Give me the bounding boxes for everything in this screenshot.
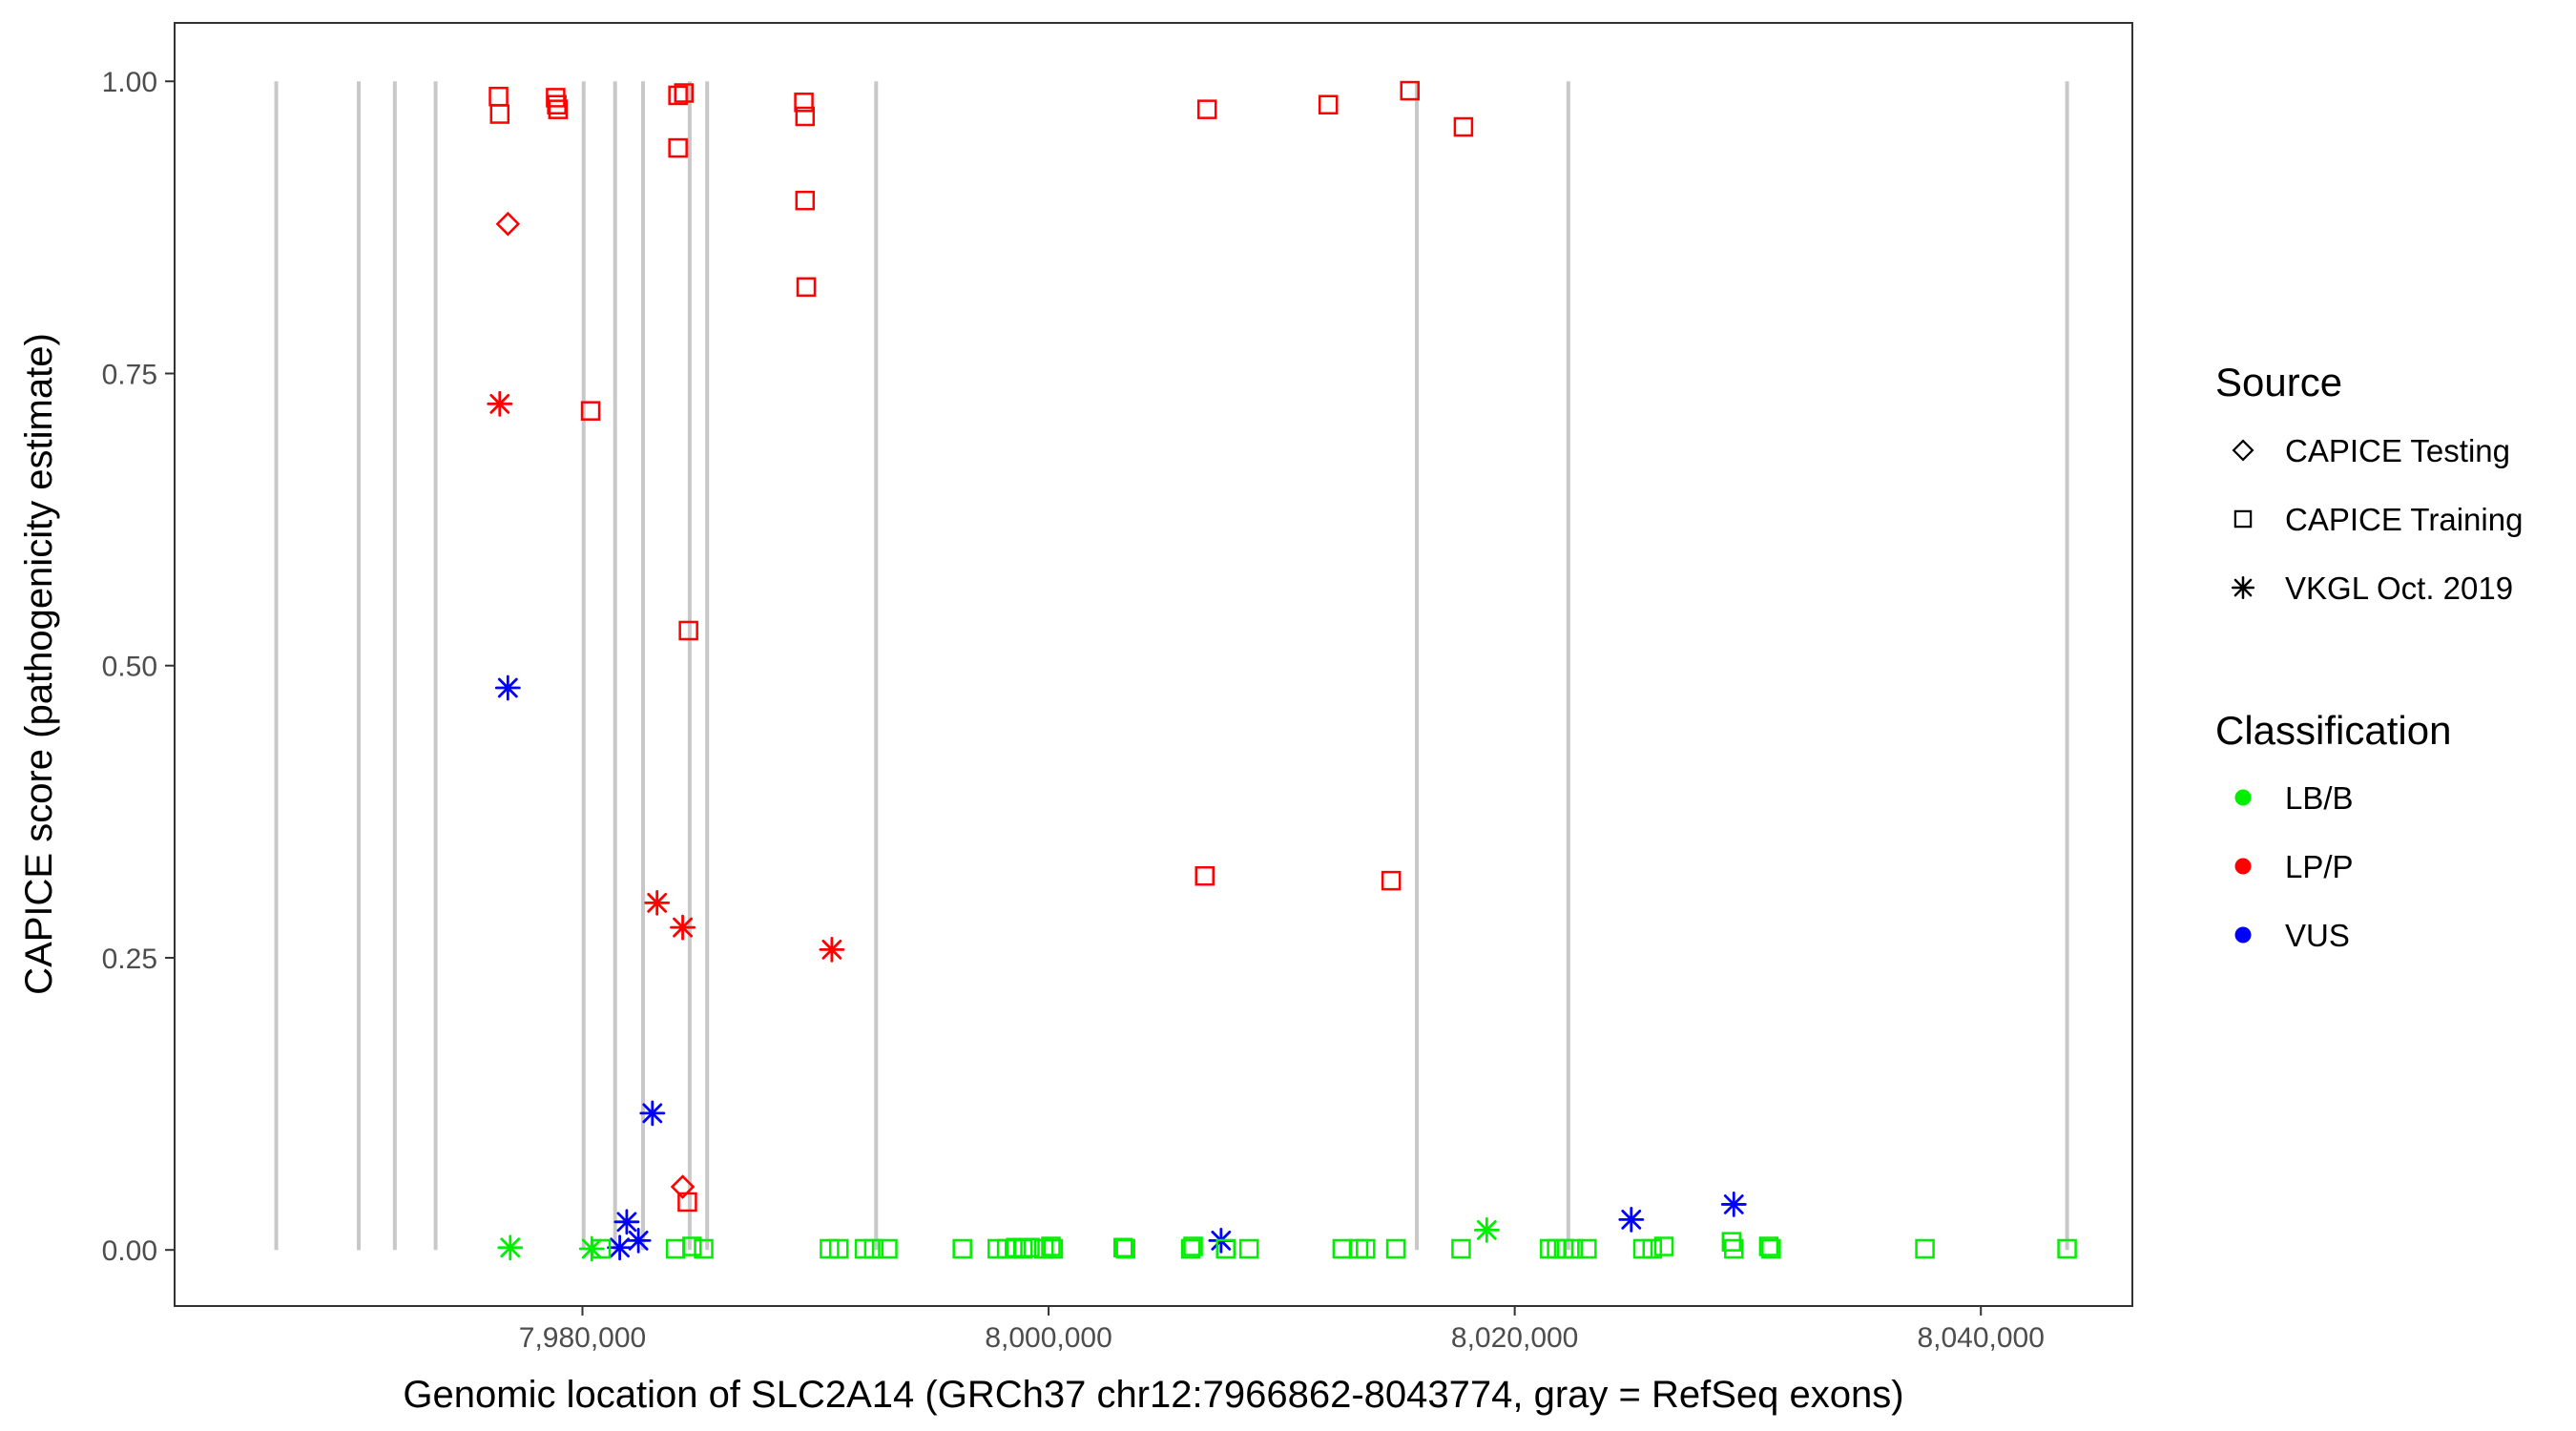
legend-title: Classification	[2215, 708, 2451, 753]
data-point	[580, 401, 601, 421]
x-tick-label: 8,000,000	[985, 1322, 1111, 1354]
data-point	[1238, 1238, 1259, 1259]
data-point	[1577, 1238, 1597, 1259]
data-point	[1020, 1237, 1040, 1258]
x-tick-label: 8,040,000	[1917, 1322, 2044, 1354]
data-point	[1043, 1238, 1064, 1259]
data-point	[1653, 1236, 1674, 1256]
data-point	[1183, 1236, 1203, 1256]
x-axis-title: Genomic location of SLC2A14 (GRCh37 chr1…	[403, 1374, 1903, 1416]
data-point	[795, 106, 816, 127]
legend-key	[2232, 439, 2254, 462]
plot-panel	[174, 22, 2133, 1307]
data-point	[1196, 99, 1217, 119]
data-point	[1915, 1238, 1935, 1259]
data-point	[1451, 1238, 1471, 1259]
data-point	[1618, 1206, 1645, 1233]
data-point	[1724, 1238, 1744, 1259]
data-point	[863, 1238, 884, 1259]
legend-key	[2234, 789, 2252, 806]
legend-label: LB/B	[2285, 780, 2354, 816]
data-point	[878, 1238, 898, 1259]
data-point	[1318, 94, 1339, 114]
legend: Source CAPICE Testing CAPICE Training VKGL …	[2215, 360, 2523, 953]
data-point	[828, 1238, 849, 1259]
y-tick-label: 0.00	[102, 1235, 157, 1267]
data-point	[639, 1100, 666, 1127]
data-point	[607, 1234, 633, 1261]
data-point	[682, 1236, 702, 1256]
data-point	[795, 190, 816, 211]
y-tick-label: 1.00	[102, 67, 157, 98]
data-point	[670, 914, 696, 941]
legend-label: CAPICE Testing	[2285, 433, 2510, 468]
x-tick-label: 7,980,000	[519, 1322, 646, 1354]
legend-label: VUS	[2285, 918, 2350, 953]
data-point	[670, 1174, 696, 1199]
panel-border	[174, 22, 2133, 1307]
data-point	[494, 674, 521, 701]
data-point	[613, 1209, 640, 1235]
data-point	[497, 1234, 524, 1261]
y-tick-label: 0.50	[102, 652, 157, 683]
data-point	[1453, 116, 1474, 137]
data-point	[668, 85, 688, 106]
legend-key	[2234, 858, 2252, 875]
data-point	[489, 104, 510, 124]
legend-label: LP/P	[2285, 849, 2354, 884]
data-point	[1041, 1236, 1061, 1256]
data-point	[1758, 1236, 1779, 1256]
data-point	[694, 1238, 714, 1259]
data-point	[1400, 80, 1420, 101]
data-point	[1720, 1192, 1747, 1217]
legend-title: Source	[2215, 360, 2342, 404]
data-point	[1381, 870, 1402, 891]
data-point	[796, 277, 817, 298]
legend-label: VKGL Oct. 2019	[2285, 570, 2513, 606]
data-point	[1473, 1216, 1500, 1243]
legend-key	[2233, 509, 2253, 529]
legend-key	[2231, 575, 2255, 600]
y-axis: 0.00 0.25 0.50 0.75 1.00	[102, 67, 175, 1267]
data-point	[678, 620, 698, 641]
data-point	[819, 936, 845, 963]
data-point	[1180, 1238, 1201, 1259]
data-point	[952, 1238, 972, 1259]
data-point	[548, 99, 569, 119]
legend-label: CAPICE Training	[2285, 502, 2523, 537]
data-point	[668, 137, 688, 158]
data-point	[1642, 1238, 1663, 1259]
data-point	[794, 93, 814, 113]
data-point	[591, 1238, 612, 1259]
legend-key	[2234, 926, 2252, 944]
y-axis-title: CAPICE score (pathogenicity estimate)	[18, 333, 60, 995]
y-tick-label: 0.25	[102, 944, 157, 975]
y-tick-label: 0.75	[102, 359, 157, 390]
exon-lines	[274, 81, 2069, 1251]
data-point	[495, 211, 521, 237]
data-point	[1563, 1238, 1583, 1259]
data-point	[1385, 1238, 1406, 1259]
data-point	[674, 83, 695, 103]
data-point	[1721, 1232, 1742, 1252]
x-axis: 7,980,000 8,000,000 8,020,000 8,040,000	[519, 1306, 2045, 1354]
data-points	[487, 80, 2077, 1262]
data-point	[2057, 1238, 2077, 1259]
data-point	[1195, 865, 1215, 886]
data-point	[625, 1228, 652, 1254]
data-point	[1761, 1238, 1781, 1259]
x-tick-label: 8,020,000	[1451, 1322, 1578, 1354]
data-point	[1115, 1238, 1135, 1259]
data-point	[487, 390, 513, 417]
data-point	[1356, 1238, 1376, 1259]
data-point	[1215, 1238, 1236, 1259]
data-point	[644, 889, 671, 916]
